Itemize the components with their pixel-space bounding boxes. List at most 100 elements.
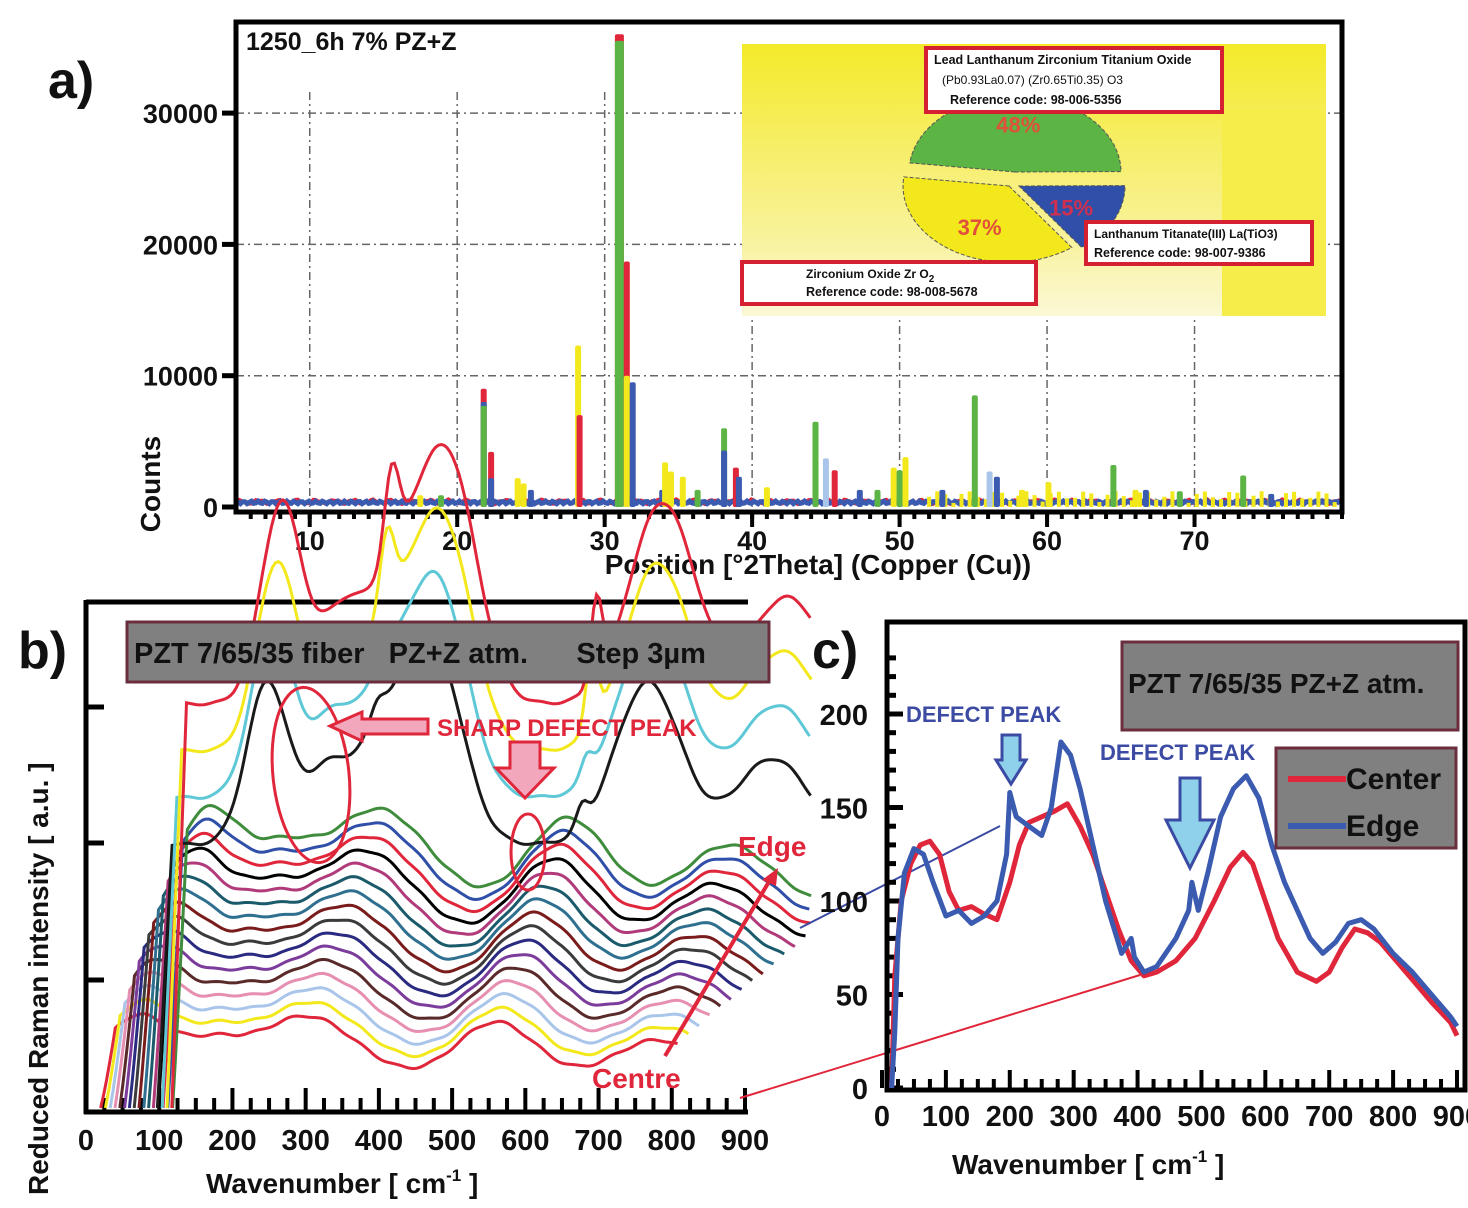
xrd-peak [890,467,897,507]
x-tick-label: 800 [1369,1101,1417,1133]
raman-c-legend: Center Edge [1274,746,1458,850]
xrd-noise-bar [1000,492,1005,507]
xrd-peak [514,478,521,507]
xrd-peak [831,470,838,507]
xrd-noise-bar [1162,496,1167,507]
x-tick-label: 70 [1180,526,1210,556]
xrd-peak [986,471,993,507]
raman-spectrum [118,957,722,1109]
xrd-peak [438,495,444,507]
raman-spectrum [123,944,732,1109]
xrd-noise-bar [1097,502,1102,507]
x-tick-label: 400 [355,1125,403,1157]
raman-b-y-axis-title: Reduced Raman intensity [ a.u. ] [23,762,54,1195]
defect-arrow-2-icon [1163,776,1217,872]
y-tick-label: 150 [820,794,868,826]
y-tick-label: 0 [203,493,218,523]
xrd-peak [1142,489,1149,507]
y-tick-label: 10000 [143,362,218,392]
raman-spectrum [171,803,812,1109]
raman-spectrum [142,887,775,1109]
raman-spectrum [108,983,700,1109]
raman-c-x-ticks: 0 100 200 300 400 500 600 700 800 900 [874,1070,1468,1133]
y-tick-label: 30000 [143,99,218,129]
y-tick-label: 200 [820,700,868,732]
xrd-peak [623,375,630,507]
xrd-noise-bar [959,493,964,507]
x-tick-label: 50 [885,526,915,556]
xrd-noise-bar [1040,501,1045,507]
xrd-noise-bar [1008,500,1013,507]
xrd-x-axis-title: Position [°2Theta] (Copper (Cu)) [605,549,1032,580]
xrd-peak [629,382,636,507]
zro2-phase-box: Zirconium Oxide Zr O2 Reference code: 98… [740,260,1038,306]
edge-label: Edge [738,831,806,862]
xrd-peak [694,489,701,507]
sharp-defect-arrow-left-icon [326,709,430,744]
xrd-peak [822,458,829,507]
defect-arrow-1-icon [993,733,1029,787]
raman-c-title: PZT 7/65/35 PZ+Z atm. [1128,668,1424,699]
xrd-peak [679,476,686,507]
x-tick-label: 700 [1305,1101,1353,1133]
xrd-peak [874,489,881,507]
x-tick-label: 200 [986,1101,1034,1133]
x-tick-label: 100 [922,1101,970,1133]
defect-peak-label-2: DEFECT PEAK [1100,740,1255,765]
x-tick-label: 900 [1433,1101,1468,1133]
xrd-peak [1045,482,1052,507]
x-tick-label: 100 [135,1125,183,1157]
xrd-peak [1019,489,1025,507]
sharp-defect-label: SHARP DEFECT PEAK [437,715,697,742]
pie-slice [902,176,1073,263]
xrd-peak [763,487,770,507]
raman-c-plot-frame [884,619,1468,1093]
x-tick-label: 500 [1177,1101,1225,1133]
pzt-phase-reference: Reference code: 98-006-5356 [950,93,1122,107]
centre-to-edge-arrowhead-icon [762,868,778,886]
xrd-plot-frame [233,19,1345,515]
xrd-noise-bar [1308,497,1313,507]
phase-composition-inset: 48% 15% 37% Lead Lanthanum Zirconium Titan… [740,44,1326,316]
xrd-noise-bar [1170,491,1175,507]
xrd-peak [735,476,742,507]
xrd-noise-bar [1300,498,1305,507]
raman-b-y-ticks [86,704,104,983]
zoom-connector-edge [799,825,1001,929]
raman-spectrum [161,831,811,1109]
xrd-peak [721,450,728,507]
xrd-peak [856,489,863,507]
x-tick-label: 800 [648,1125,696,1157]
y-tick-label: 50 [836,981,868,1013]
xrd-noise-bar [927,496,932,507]
xrd-peak [1240,475,1247,507]
phase-pie-chart: 48% 15% 37% [902,95,1126,263]
xrd-noise-bar [1332,502,1337,507]
x-tick-label: 40 [737,526,767,556]
xrd-peak [417,495,424,507]
xrd-noise-bar [1129,500,1134,507]
pie-slice-label: 37% [958,215,1002,240]
zro2-phase-reference: Reference code: 98-008-5678 [806,285,978,299]
xrd-y-ticks: 0 10000 20000 30000 [143,99,236,523]
xrd-peak [939,489,946,507]
x-tick-label: 30 [590,526,620,556]
inset-side-band [1222,110,1326,316]
xrd-noise-bar [1024,491,1029,507]
raman-spectrum [147,874,785,1109]
lto-phase-box: Lanthanum Titanate(III) La(TiO3) Referen… [1084,220,1314,266]
legend-edge-label: Edge [1346,810,1419,843]
xrd-noise-bar [1081,491,1086,507]
raman-c-x-axis-title: Wavenumber [ cm-1 ] [952,1147,1224,1180]
raman-spectrum [170,442,812,1109]
xrd-noise-bar [951,502,956,507]
xrd-peak [896,470,903,507]
defect-peak-label-1: DEFECT PEAK [906,702,1061,727]
raman-c-title-box: PZT 7/65/35 PZ+Z atm. [1120,640,1460,732]
xrd-peak [527,489,534,507]
y-tick-label: 0 [852,1074,868,1106]
raman-b-x-axis-title: Wavenumber [ cm-1 ] [206,1166,478,1199]
x-tick-label: 500 [428,1125,476,1157]
panel-b: b) 0 100 200 300 400 500 600 700 800 900 PZT 7/65… [18,442,813,1199]
